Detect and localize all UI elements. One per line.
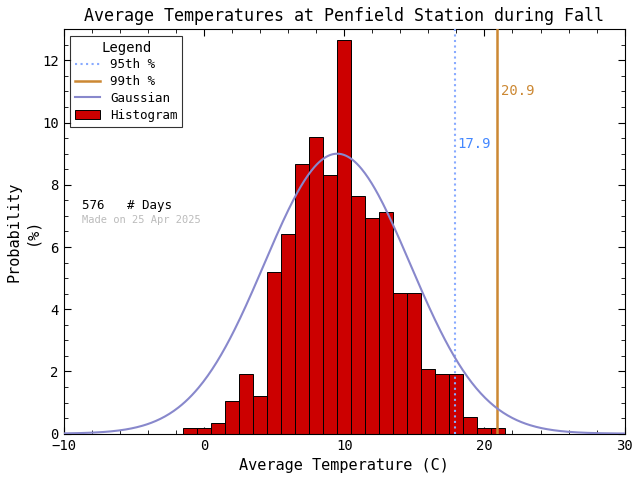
X-axis label: Average Temperature (C): Average Temperature (C) [239, 458, 449, 473]
Bar [435, 374, 449, 433]
Bar [323, 175, 337, 433]
Bar [492, 428, 506, 433]
Bar [421, 369, 435, 433]
Text: 20.9: 20.9 [501, 84, 535, 98]
Y-axis label: Probability
(%): Probability (%) [7, 181, 39, 282]
Text: Made on 25 Apr 2025: Made on 25 Apr 2025 [82, 216, 200, 225]
Bar [183, 428, 197, 433]
Bar [295, 164, 309, 433]
Title: Average Temperatures at Penfield Station during Fall: Average Temperatures at Penfield Station… [84, 7, 604, 25]
Bar [351, 196, 365, 433]
Bar [253, 396, 267, 433]
Text: 576   # Days: 576 # Days [82, 199, 172, 212]
Bar [380, 212, 394, 433]
Bar [309, 137, 323, 433]
Bar [267, 272, 281, 433]
Bar [281, 234, 295, 433]
Bar [211, 423, 225, 433]
Bar [477, 428, 492, 433]
Bar [449, 374, 463, 433]
Bar [337, 39, 351, 433]
Bar [239, 374, 253, 433]
Bar [463, 418, 477, 433]
Text: 17.9: 17.9 [458, 137, 492, 151]
Bar [365, 218, 380, 433]
Legend: 95th %, 99th %, Gaussian, Histogram: 95th %, 99th %, Gaussian, Histogram [70, 36, 182, 127]
Bar [407, 293, 421, 433]
Bar [394, 293, 407, 433]
Bar [225, 401, 239, 433]
Bar [197, 428, 211, 433]
